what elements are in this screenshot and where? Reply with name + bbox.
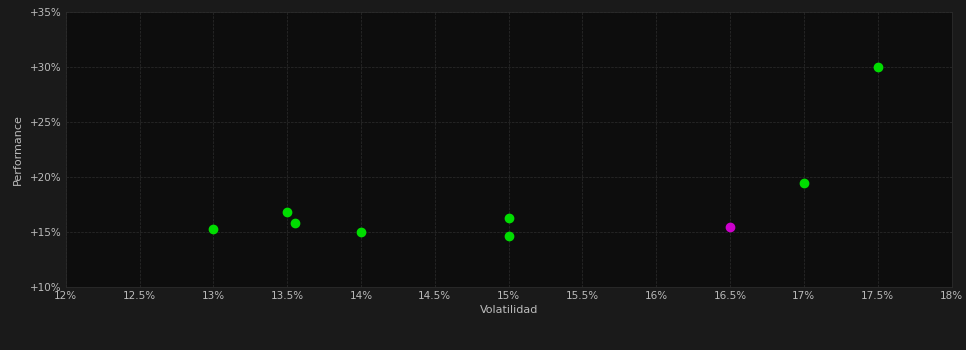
X-axis label: Volatilidad: Volatilidad — [479, 305, 538, 315]
Point — [287, 220, 302, 226]
Point — [206, 226, 221, 232]
Point — [501, 215, 517, 220]
Point — [501, 234, 517, 239]
Point — [796, 180, 811, 186]
Point — [279, 209, 295, 215]
Point — [870, 64, 886, 70]
Point — [723, 224, 738, 229]
Y-axis label: Performance: Performance — [13, 114, 23, 185]
Point — [354, 229, 369, 235]
